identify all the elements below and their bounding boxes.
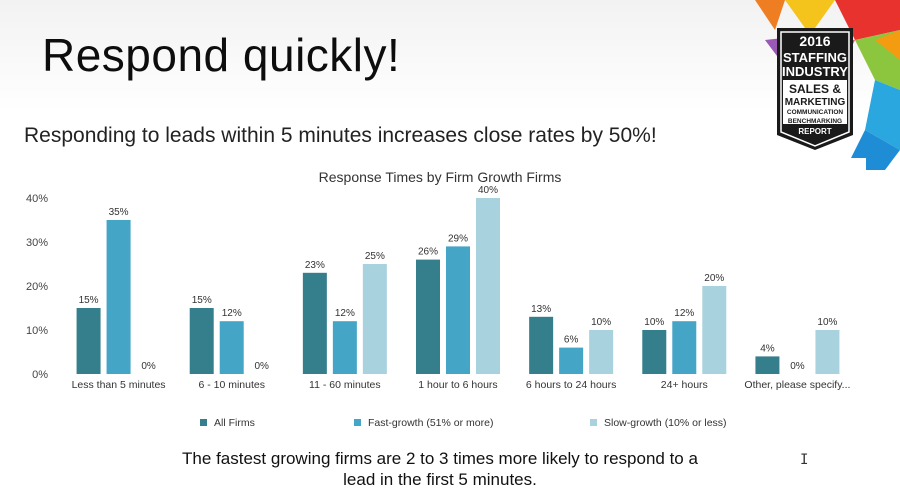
badge-line-6: BENCHMARKING	[788, 118, 842, 125]
x-tick-label: 24+ hours	[661, 379, 708, 391]
bar	[529, 316, 554, 374]
badge-line-3: SALES &	[789, 82, 841, 96]
bar	[416, 259, 440, 374]
badge-line-5: COMMUNICATION	[787, 109, 844, 116]
data-label: 23%	[305, 260, 325, 271]
report-badge: 2016 STAFFING INDUSTRY SALES & MARKETING…	[777, 28, 853, 150]
badge-line-7: REPORT	[798, 127, 831, 136]
bar	[815, 330, 840, 374]
y-tick-label: 30%	[26, 237, 48, 249]
data-label: 12%	[674, 308, 694, 319]
x-tick-label: 1 hour to 6 hours	[418, 379, 497, 391]
data-label: 10%	[591, 317, 611, 328]
x-tick-label: Less than 5 minutes	[72, 379, 166, 391]
data-label: 0%	[141, 361, 156, 372]
bar	[672, 321, 697, 374]
bar	[332, 321, 357, 374]
data-label: 29%	[448, 233, 468, 244]
bar	[76, 308, 101, 374]
data-label: 20%	[704, 273, 724, 284]
data-label: 15%	[192, 295, 212, 306]
x-tick-label: 11 - 60 minutes	[309, 379, 381, 391]
legend-label: Fast-growth (51% or more)	[368, 417, 493, 429]
bar	[702, 286, 727, 374]
text-cursor-icon: I	[800, 452, 809, 468]
bar	[106, 220, 131, 374]
data-label: 12%	[222, 308, 242, 319]
header-band	[0, 0, 900, 112]
y-tick-label: 40%	[26, 193, 48, 205]
bar	[446, 246, 470, 374]
x-tick-label: Other, please specify...	[744, 379, 850, 391]
bar	[302, 272, 327, 374]
legend-label: All Firms	[214, 417, 255, 429]
legend-swatch	[354, 419, 361, 426]
data-label: 13%	[531, 304, 551, 315]
data-label: 6%	[564, 335, 579, 346]
legend-swatch	[590, 419, 597, 426]
bar	[476, 198, 500, 374]
bar	[219, 321, 244, 374]
data-label: 10%	[817, 317, 837, 328]
bar-chart: Response Times by Firm Growth Firms 0% 10…	[14, 158, 866, 440]
bar	[559, 347, 584, 374]
footer-note: The fastest growing firms are 2 to 3 tim…	[182, 449, 698, 489]
slide-title: Respond quickly!	[42, 29, 401, 81]
x-tick-label: 6 hours to 24 hours	[526, 379, 616, 391]
legend-swatch	[200, 419, 207, 426]
data-label: 35%	[109, 207, 129, 218]
bar	[362, 264, 387, 374]
data-label: 10%	[644, 317, 664, 328]
data-label: 15%	[79, 295, 99, 306]
badge-line-1: STAFFING	[783, 50, 847, 65]
data-label: 0%	[254, 361, 269, 372]
y-tick-label: 20%	[26, 281, 48, 293]
bar	[642, 330, 667, 374]
data-label: 25%	[365, 251, 385, 262]
badge-line-4: MARKETING	[785, 97, 846, 108]
data-label: 26%	[418, 247, 438, 258]
y-tick-label: 0%	[32, 369, 48, 381]
chart-title: Response Times by Firm Growth Firms	[319, 169, 562, 185]
badge-year: 2016	[799, 33, 830, 49]
bar	[189, 308, 214, 374]
bar	[589, 330, 614, 374]
badge-line-2: INDUSTRY	[782, 64, 848, 79]
bar	[755, 356, 780, 374]
corner-art: 2016 STAFFING INDUSTRY SALES & MARKETING…	[755, 0, 900, 170]
legend-label: Slow-growth (10% or less)	[604, 417, 727, 429]
slide-subtitle: Responding to leads within 5 minutes inc…	[24, 124, 657, 147]
data-label: 40%	[478, 185, 498, 196]
data-label: 12%	[335, 308, 355, 319]
data-label: 4%	[760, 343, 775, 354]
data-label: 0%	[790, 361, 805, 372]
y-tick-label: 10%	[26, 325, 48, 337]
x-tick-label: 6 - 10 minutes	[198, 379, 265, 391]
